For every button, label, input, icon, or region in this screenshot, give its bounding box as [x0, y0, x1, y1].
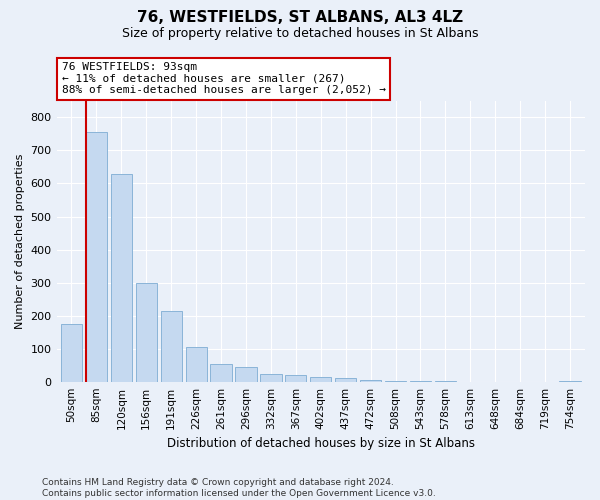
Bar: [185, 347, 207, 382]
Text: 76, WESTFIELDS, ST ALBANS, AL3 4LZ: 76, WESTFIELDS, ST ALBANS, AL3 4LZ: [137, 10, 463, 25]
Bar: [235, 367, 257, 382]
Bar: [136, 282, 157, 382]
Bar: [111, 174, 132, 382]
Bar: [559, 380, 581, 382]
Text: Contains HM Land Registry data © Crown copyright and database right 2024.
Contai: Contains HM Land Registry data © Crown c…: [42, 478, 436, 498]
Bar: [285, 375, 307, 382]
Bar: [385, 381, 406, 382]
Text: Size of property relative to detached houses in St Albans: Size of property relative to detached ho…: [122, 28, 478, 40]
Bar: [86, 132, 107, 382]
Bar: [360, 380, 381, 382]
X-axis label: Distribution of detached houses by size in St Albans: Distribution of detached houses by size …: [167, 437, 475, 450]
Bar: [161, 310, 182, 382]
Bar: [335, 378, 356, 382]
Bar: [211, 364, 232, 382]
Y-axis label: Number of detached properties: Number of detached properties: [15, 154, 25, 329]
Bar: [310, 377, 331, 382]
Bar: [260, 374, 281, 382]
Bar: [61, 324, 82, 382]
Text: 76 WESTFIELDS: 93sqm
← 11% of detached houses are smaller (267)
88% of semi-deta: 76 WESTFIELDS: 93sqm ← 11% of detached h…: [62, 62, 386, 96]
Bar: [410, 381, 431, 382]
